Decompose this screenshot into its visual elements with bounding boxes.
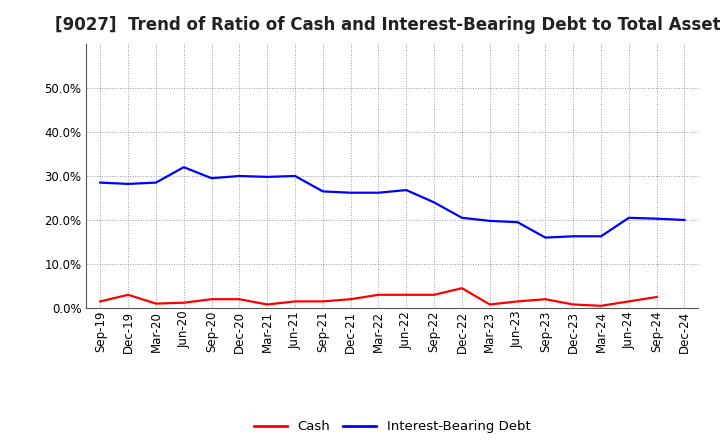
Title: [9027]  Trend of Ratio of Cash and Interest-Bearing Debt to Total Assets: [9027] Trend of Ratio of Cash and Intere… (55, 16, 720, 34)
Legend: Cash, Interest-Bearing Debt: Cash, Interest-Bearing Debt (248, 415, 536, 439)
